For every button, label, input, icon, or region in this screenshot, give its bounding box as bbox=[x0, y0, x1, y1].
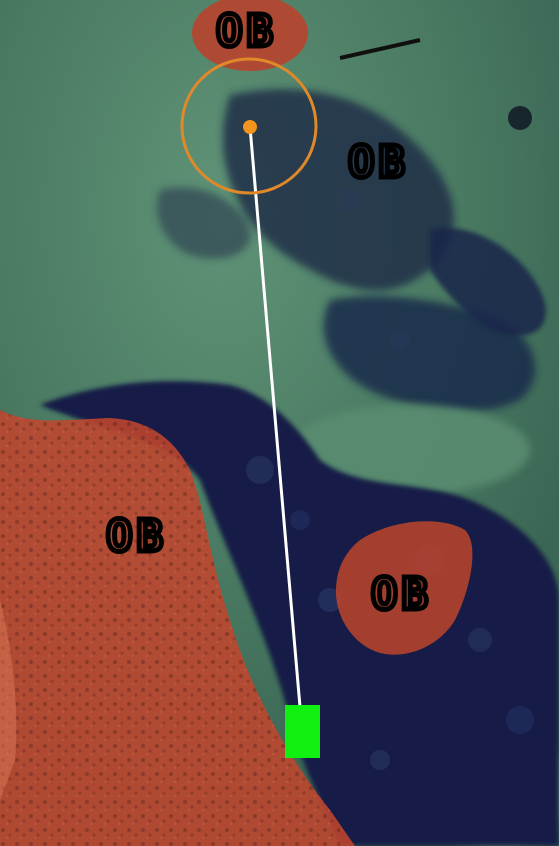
cart-path bbox=[339, 38, 421, 60]
shot-line bbox=[248, 126, 304, 731]
tree-area-lower bbox=[40, 228, 559, 846]
ob-label-upper-right: OB bbox=[348, 137, 409, 188]
ob-label-lower-right: OB bbox=[371, 569, 432, 620]
ob-zone-top bbox=[192, 0, 308, 71]
ob-label-top: OB bbox=[216, 6, 277, 57]
shrub-top-right bbox=[508, 106, 532, 130]
tee-marker[interactable] bbox=[285, 705, 320, 758]
ob-label-lower-left: OB bbox=[106, 511, 167, 562]
ob-zones bbox=[0, 0, 473, 846]
tree-area-upper bbox=[156, 89, 536, 412]
target-circle[interactable] bbox=[180, 57, 318, 195]
ob-zone-lower-right bbox=[335, 521, 473, 655]
target-point[interactable] bbox=[243, 120, 257, 134]
